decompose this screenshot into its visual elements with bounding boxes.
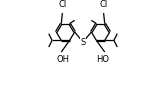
Text: Cl: Cl <box>99 0 108 9</box>
Text: S: S <box>80 37 86 47</box>
Text: HO: HO <box>97 55 110 64</box>
Text: Cl: Cl <box>58 0 67 9</box>
Text: OH: OH <box>56 55 69 64</box>
